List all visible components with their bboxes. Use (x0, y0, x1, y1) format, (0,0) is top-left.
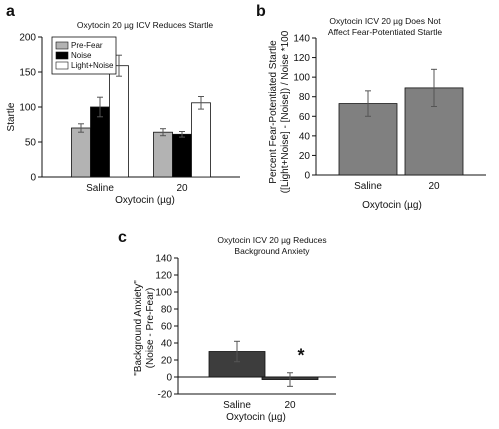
chart-title-b-line2: Affect Fear-Potentiated Startle (328, 27, 442, 37)
y-tick-label-c-7: 120 (155, 271, 172, 282)
y-tick-label-a-4: 200 (19, 33, 36, 44)
x-axis-label-c: Oxytocin (µg) (226, 412, 286, 423)
x-tick-label-b-1: 20 (428, 181, 440, 192)
legend-swatch-pre-fear (55, 41, 69, 50)
y-tick-label-b-6: 120 (293, 53, 310, 64)
panel-c: c Oxytocin ICV 20 µg Reduces Background … (118, 229, 336, 423)
y-tick-label-c-8: 140 (155, 254, 172, 265)
y-tick-label-c-1: 0 (166, 373, 172, 384)
y-tick-label-b-0: 0 (304, 171, 310, 182)
y-axis-label-b-line2: ([Light+Noise] - [Noise]) / Noise *100 (280, 30, 291, 193)
x-tick-label-c-0: Saline (223, 400, 251, 411)
x-tick-label-a-1: 20 (176, 183, 188, 194)
x-tick-label-b-0: Saline (354, 181, 382, 192)
y-tick-label-c-3: 40 (161, 339, 173, 350)
legend-a: Pre-Fear Noise Light+Noise (51, 36, 117, 75)
bar-noise-0 (90, 106, 110, 178)
plot-area-a: 0 50 100 150 200 Saline 20 (19, 33, 240, 194)
y-tick-label-c-6: 100 (155, 288, 172, 299)
x-axis-label-b: Oxytocin (µg) (362, 200, 422, 211)
y-tick-label-c-2: 20 (161, 356, 173, 367)
x-axis-label-a: Oxytocin (µg) (115, 195, 175, 206)
panel-b: b Oxytocin ICV 20 µg Does Not Affect Fea… (256, 3, 486, 211)
y-axis-label-c-line1: "Background Anxiety" (133, 280, 144, 376)
y-tick-label-b-2: 40 (299, 131, 311, 142)
panel-label-b: b (256, 3, 266, 20)
x-tick-label-c-1: 20 (284, 400, 296, 411)
bar-pre-fear-0 (71, 127, 91, 178)
y-axis-label-c-line2: (Noise - Pre-Fear) (145, 288, 156, 369)
y-tick-label-b-4: 80 (299, 92, 311, 103)
y-tick-label-a-1: 50 (25, 138, 37, 149)
plot-area-b: 0 20 40 60 80 100 120 140 Saline 20 (293, 34, 486, 192)
legend-label-light-noise: Light+Noise (71, 61, 114, 70)
panel-a: a Oxytocin 20 µg ICV Reduces Startle Sta… (6, 3, 240, 206)
legend-label-pre-fear: Pre-Fear (71, 41, 103, 50)
y-tick-label-b-7: 140 (293, 34, 310, 45)
y-axis-label-a: Startle (6, 102, 17, 131)
legend-label-noise: Noise (71, 51, 92, 60)
y-axis-label-b-line1: Percent Fear-Potentiated Startle (268, 40, 279, 184)
panel-label-c: c (118, 229, 127, 246)
chart-title-a: Oxytocin 20 µg ICV Reduces Startle (77, 20, 214, 30)
y-tick-label-c-4: 60 (161, 322, 173, 333)
y-tick-label-b-3: 60 (299, 112, 311, 123)
y-tick-label-b-5: 100 (293, 73, 310, 84)
bar-light-noise-0 (109, 65, 129, 178)
y-tick-label-c-5: 80 (161, 305, 173, 316)
panel-label-a: a (6, 3, 15, 20)
bar-pre-fear-1 (153, 131, 173, 178)
y-tick-label-a-2: 100 (19, 103, 36, 114)
plot-area-c: -20 0 20 40 60 80 100 120 140 Saline 20 * (155, 254, 336, 411)
x-tick-label-a-0: Saline (86, 183, 114, 194)
y-tick-label-b-1: 20 (299, 151, 311, 162)
bar-noise-1 (172, 133, 192, 178)
significance-star-c: * (297, 346, 304, 366)
chart-title-b-line1: Oxytocin ICV 20 µg Does Not (329, 16, 441, 26)
legend-swatch-light-noise (55, 61, 69, 70)
chart-title-c-line2: Background Anxiety (234, 246, 310, 256)
bar-light-noise-1 (191, 102, 211, 178)
legend-swatch-noise (55, 51, 69, 60)
y-tick-label-c-0: -20 (158, 390, 173, 401)
chart-title-c-line1: Oxytocin ICV 20 µg Reduces (217, 235, 326, 245)
y-tick-label-a-0: 0 (30, 173, 36, 184)
y-tick-label-a-3: 150 (19, 68, 36, 79)
